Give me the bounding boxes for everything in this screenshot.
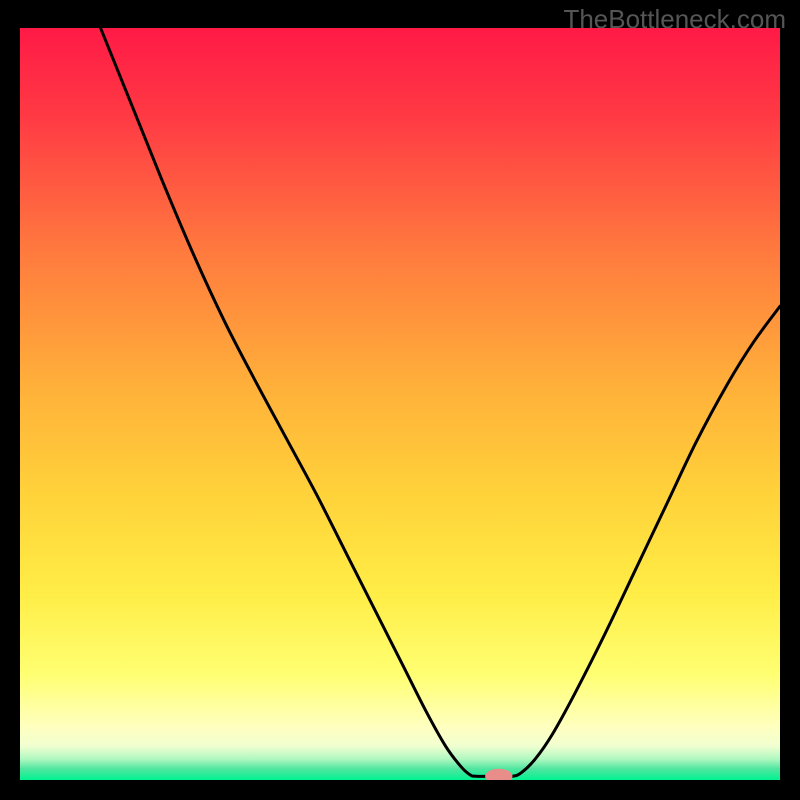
bottleneck-curve <box>101 28 780 777</box>
chart-stage: TheBottleneck.com <box>0 0 800 800</box>
curve-layer <box>20 28 780 780</box>
plot-area <box>20 28 780 780</box>
optimum-marker <box>485 769 512 780</box>
watermark-text: TheBottleneck.com <box>563 4 786 35</box>
